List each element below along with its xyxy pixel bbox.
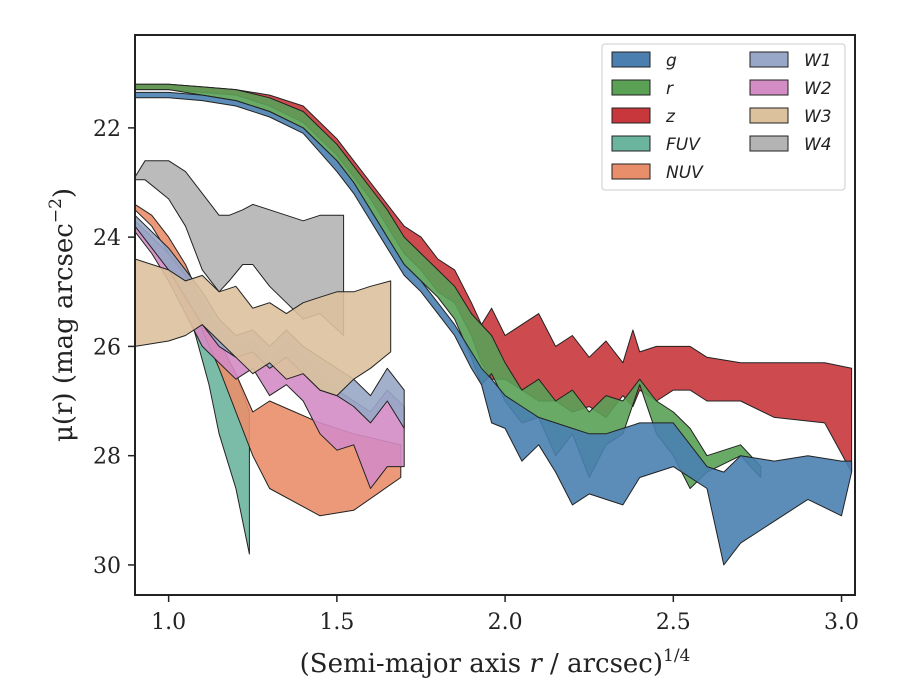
x-tick-label: 3.0 — [824, 610, 859, 635]
legend-swatch-w1 — [749, 51, 789, 68]
legend-label-nuv: NUV — [666, 163, 704, 183]
band-w3 — [135, 258, 392, 397]
legend-label-w4: W4 — [804, 135, 832, 155]
legend-swatch-r — [611, 79, 651, 96]
legend-swatch-fuv — [611, 135, 651, 152]
y-tick-label: 22 — [93, 117, 121, 142]
x-tick-label: 2.5 — [656, 610, 691, 635]
legend-swatch-g — [611, 51, 651, 68]
band-g — [135, 91, 853, 566]
legend-label-w3: W3 — [804, 107, 832, 127]
y-axis-ticks: 22 24 26 28 30 — [93, 117, 135, 579]
x-axis-ticks: 1.0 1.5 2.0 2.5 3.0 — [151, 595, 859, 635]
y-tick-label: 24 — [93, 226, 121, 251]
legend-label-r: r — [666, 79, 674, 99]
x-tick-label: 1.5 — [319, 610, 354, 635]
y-tick-label: 30 — [93, 554, 121, 579]
legend-swatch-w4 — [749, 135, 789, 152]
legend-label-fuv: FUV — [666, 135, 701, 155]
x-tick-label: 1.0 — [151, 610, 186, 635]
plot-frame — [134, 34, 856, 596]
legend: grz FUV NUV W1 W2 W3 W4 — [601, 43, 846, 191]
legend-swatch-w3 — [749, 107, 789, 124]
legend-swatch-w2 — [749, 79, 789, 96]
x-tick-label: 2.0 — [488, 610, 523, 635]
y-tick-label: 26 — [93, 335, 121, 360]
legend-label-z: z — [665, 107, 676, 127]
legend-swatch-nuv — [611, 163, 651, 180]
legend-label-w2: W2 — [804, 79, 832, 99]
x-axis-label: (Semi-major axis r / arcsec)1/4 — [300, 646, 691, 679]
y-axis-label: μ(r) (mag arcsec−2) — [46, 188, 79, 442]
legend-label-g: g — [666, 51, 677, 71]
y-tick-label: 28 — [93, 445, 121, 470]
legend-label-w1: W1 — [804, 51, 832, 71]
legend-swatch-z — [611, 107, 651, 124]
bands-layer — [135, 83, 853, 566]
